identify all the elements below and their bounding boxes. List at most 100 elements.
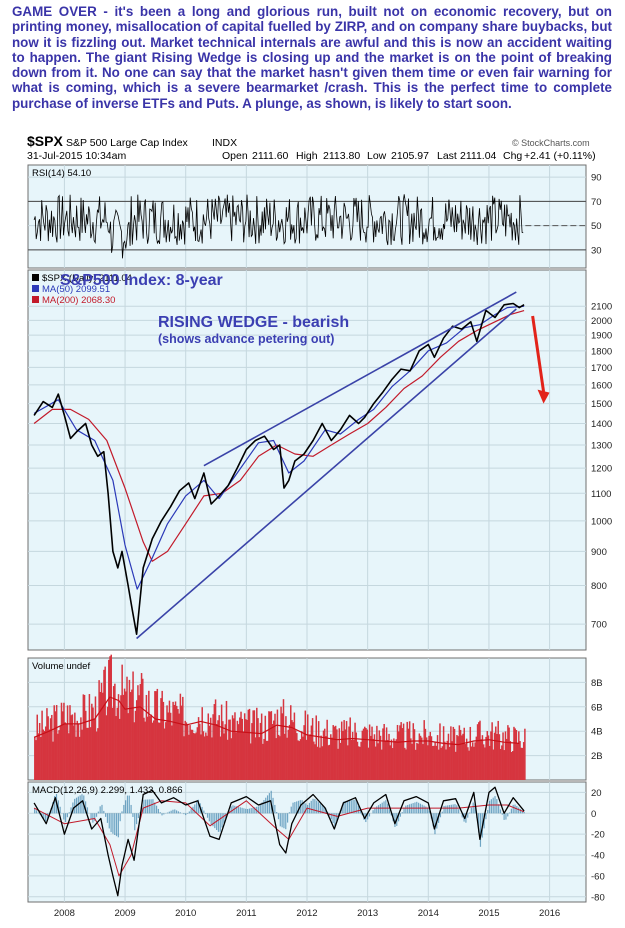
x-tick-label: 2009 xyxy=(114,908,135,919)
x-tick-label: 2016 xyxy=(539,908,560,919)
volume-bar xyxy=(240,711,242,780)
volume-bar xyxy=(173,705,176,780)
ohlc-last-value: 2111.04 xyxy=(460,150,497,162)
volume-bar xyxy=(515,729,518,780)
volume-bar xyxy=(259,722,262,780)
volume-bar xyxy=(389,745,391,780)
ohlc-open-label: Open xyxy=(222,150,248,162)
macd-histogram-bar xyxy=(438,813,440,823)
volume-bar xyxy=(38,722,41,780)
volume-bar xyxy=(456,734,458,780)
macd-histogram-bar xyxy=(128,795,130,814)
volume-bar xyxy=(253,710,256,780)
volume-bar xyxy=(129,692,132,780)
breakdown-arrow-head xyxy=(537,389,550,404)
macd-histogram-bar xyxy=(68,812,70,814)
volume-bar xyxy=(208,725,211,780)
volume-bar xyxy=(334,725,337,780)
volume-bar xyxy=(490,731,492,780)
volume-bar xyxy=(127,713,129,780)
volume-bar xyxy=(459,729,462,780)
x-tick-label: 2013 xyxy=(357,908,378,919)
volume-bar xyxy=(411,743,413,780)
y-tick-label: 20 xyxy=(591,788,602,799)
volume-bar xyxy=(384,740,387,780)
macd-histogram-bar xyxy=(197,799,200,814)
volume-bar xyxy=(342,730,344,780)
volume-bar xyxy=(47,716,49,780)
macd-histogram-bar xyxy=(272,797,274,814)
macd-histogram-bar xyxy=(266,795,269,814)
macd-histogram-bar xyxy=(208,813,210,822)
macd-histogram-bar xyxy=(277,813,280,820)
macd-histogram-bar xyxy=(232,805,234,814)
volume-bar xyxy=(237,724,240,780)
macd-histogram-bar xyxy=(221,813,223,828)
volume-bar xyxy=(387,739,389,780)
volume-bar xyxy=(291,720,293,780)
volume-bar xyxy=(453,728,456,780)
volume-bar xyxy=(287,729,290,780)
volume-bar xyxy=(429,731,432,780)
commentary-text: GAME OVER - it's been a long and gloriou… xyxy=(12,4,612,111)
volume-bar xyxy=(365,727,367,780)
macd-histogram-bar xyxy=(35,810,38,814)
macd-histogram-bar xyxy=(174,809,176,814)
volume-bar xyxy=(492,749,495,780)
volume-bar xyxy=(111,707,114,780)
macd-histogram-bar xyxy=(432,813,434,827)
volume-bar xyxy=(401,728,404,780)
volume-bar xyxy=(216,724,218,780)
macd-legend: MACD(12,26,9) 2.299, 1.433, 0.866 xyxy=(32,785,183,796)
volume-bar xyxy=(406,721,408,780)
volume-bar xyxy=(281,713,284,780)
y-tick-label: 1400 xyxy=(591,419,612,430)
volume-bar xyxy=(407,728,410,780)
volume-bar xyxy=(484,747,486,780)
volume-bar xyxy=(462,733,464,780)
macd-histogram-bar xyxy=(148,799,150,814)
macd-histogram-bar xyxy=(279,813,281,827)
volume-bar xyxy=(42,729,45,780)
macd-histogram-bar xyxy=(512,804,514,814)
volume-bar xyxy=(309,734,311,780)
y-tick-label: 8B xyxy=(591,678,603,689)
volume-bar xyxy=(300,731,303,780)
volume-bar xyxy=(399,725,401,780)
volume-bar xyxy=(112,686,115,780)
volume-bar xyxy=(479,720,481,780)
volume-legend: Volume undef xyxy=(32,661,90,672)
volume-bar xyxy=(196,727,199,780)
volume-bar xyxy=(36,714,38,780)
macd-histogram-bar xyxy=(303,801,305,814)
macd-histogram-bar xyxy=(203,810,205,814)
macd-histogram-bar xyxy=(458,809,460,814)
volume-bar xyxy=(465,738,468,780)
volume-bar xyxy=(391,748,394,780)
volume-bar xyxy=(435,745,438,780)
macd-histogram-bar xyxy=(46,813,49,821)
volume-bar xyxy=(60,702,63,780)
macd-histogram-bar xyxy=(401,812,403,814)
rsi-line xyxy=(33,194,524,259)
y-tick-label: 30 xyxy=(591,245,602,256)
macd-histogram-bar xyxy=(367,813,369,820)
macd-histogram-bar xyxy=(496,799,498,814)
volume-bar xyxy=(313,741,315,780)
macd-histogram-bar xyxy=(79,795,81,814)
volume-bar xyxy=(108,659,110,780)
volume-bar xyxy=(211,737,213,780)
volume-bar xyxy=(299,739,302,780)
volume-bar xyxy=(356,741,359,780)
volume-bar xyxy=(241,718,243,780)
volume-bar xyxy=(321,746,324,780)
volume-bar xyxy=(508,727,510,780)
volume-bar xyxy=(474,742,476,780)
volume-bar xyxy=(100,682,103,780)
volume-bar xyxy=(323,728,326,780)
volume-bar xyxy=(322,730,325,780)
volume-bar xyxy=(233,718,235,780)
volume-bar xyxy=(220,704,223,780)
volume-bar xyxy=(307,714,309,780)
volume-bar xyxy=(236,720,239,780)
